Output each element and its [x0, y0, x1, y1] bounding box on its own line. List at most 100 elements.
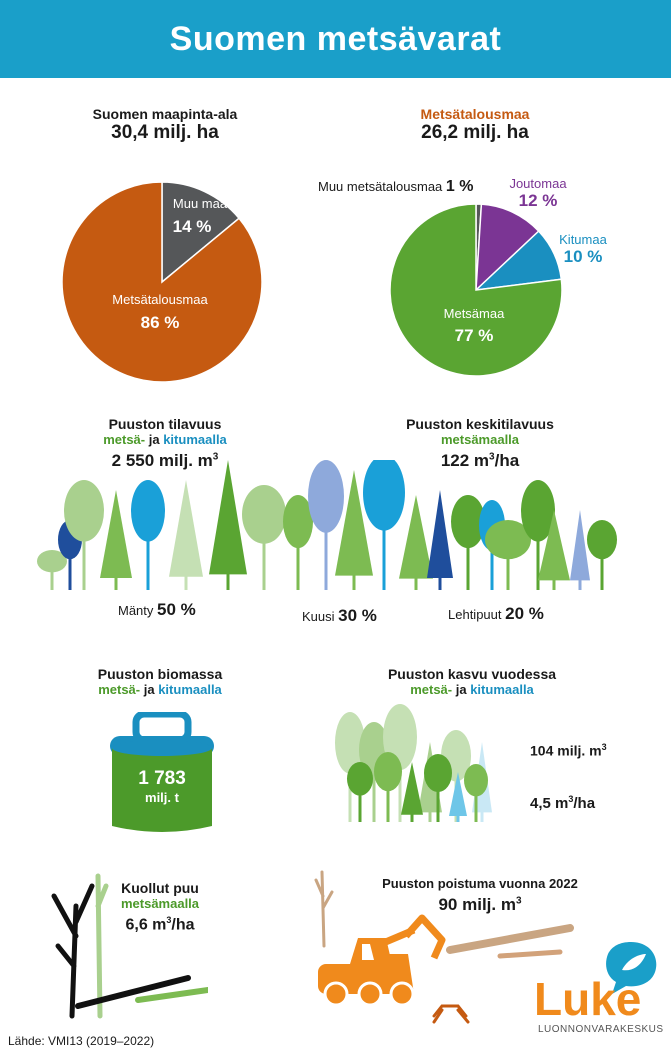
land-area-value: 30,4 milj. ha [111, 122, 219, 143]
slice-label-metsatalousmaa: Metsätalousmaa [112, 292, 208, 307]
land-area-heading: Suomen maapinta-ala 30,4 milj. ha [60, 106, 270, 144]
avg-volume-tail: /ha [494, 451, 520, 470]
avg-volume-title: Puuston keskitilavuus [406, 416, 554, 432]
tree-pine-11 [363, 460, 405, 590]
legend-joutomaa: Joutomaa 12 % [498, 176, 578, 211]
volume-sub-mid: ja [145, 432, 164, 447]
growth-per-ha-sup: 3 [568, 794, 574, 804]
deadwood-value: 6,6 m [125, 916, 167, 934]
luke-logo-subtitle: LUONNONVARAKESKUS [538, 1024, 664, 1035]
label-muu-metsatalousmaa: Muu metsätalousmaa [318, 179, 443, 194]
avg-volume-value: 122 m [440, 451, 490, 470]
biomass-weight-icon [110, 712, 214, 832]
volume-value: 2 550 milj. m [111, 451, 213, 470]
volume-sub-blue: kitumaalla [163, 432, 227, 447]
species-spruce-name: Kuusi [302, 609, 335, 624]
growth-sub-mid: ja [452, 682, 471, 697]
deadwood-illustration [51, 873, 208, 1019]
growth-per-ha-tail: /ha [573, 795, 596, 812]
percent-joutomaa: 12 % [518, 191, 558, 210]
tree-spruce-10 [449, 772, 467, 822]
drain-title: Puuston poistuma vuonna 2022 [382, 876, 578, 891]
biomass-title: Puuston biomassa [97, 666, 223, 682]
percent-kitumaa: 10 % [563, 247, 603, 266]
deadwood-title: Kuollut puu [121, 880, 199, 896]
biomass-sub-green: metsä- [98, 682, 141, 697]
header-bar: Suomen metsävarat [0, 0, 671, 78]
slice-percent-metsatalousmaa: 86 % [141, 313, 180, 332]
avg-volume-block: Puuston keskitilavuus metsämaalla 122 m3… [380, 416, 580, 471]
biomass-unit: milj. t [145, 790, 179, 805]
volume-title: Puuston tilavuus [108, 416, 222, 432]
avg-volume-sup: 3 [489, 451, 495, 463]
growth-total: 104 milj. m3 [530, 742, 607, 759]
tree-spruce-18 [538, 510, 570, 590]
forestry-land-title: Metsätalousmaa [420, 106, 530, 122]
forestry-land-pie: Metsämaa 77 % [389, 203, 563, 377]
drain-block: Puuston poistuma vuonna 2022 90 milj. m3 [360, 876, 600, 915]
volume-value-sup: 3 [212, 451, 219, 463]
biomass-value-block: 1 783 milj. t [108, 768, 216, 805]
tree-spruce-5 [169, 480, 203, 590]
forestry-land-slice-1 [475, 203, 540, 292]
legend-kitumaa: Kitumaa 10 % [548, 232, 618, 267]
forestry-land-slice-3 [389, 203, 563, 377]
drain-sup: 3 [515, 895, 522, 907]
tree-spruce-3 [100, 490, 132, 590]
growth-sub-blue: kitumaalla [470, 682, 534, 697]
volume-block: Puuston tilavuus metsä- ja kitumaalla 2 … [60, 416, 270, 471]
biomass-sub-blue: kitumaalla [158, 682, 222, 697]
tree-broad-16 [485, 520, 531, 590]
label-kitumaa: Kitumaa [559, 232, 607, 247]
percent-muu-metsatalousmaa: 1 % [445, 178, 474, 195]
biomass-block: Puuston biomassa metsä- ja kitumaalla [60, 666, 260, 697]
species-pine-name: Mänty [118, 603, 154, 618]
page-title: Suomen metsävarat [169, 19, 502, 58]
tree-pine-20 [587, 520, 617, 590]
tree-pine-4 [131, 480, 165, 590]
avg-volume-sub: metsämaalla [440, 432, 520, 447]
tree-spruce-8 [401, 762, 423, 822]
species-broadleaf-name: Lehtipuut [448, 607, 502, 622]
tree-pine-0 [335, 712, 365, 822]
tree-pine-9 [308, 460, 344, 590]
slice-label-metsamaa: Metsämaa [444, 306, 505, 321]
tree-pine-9 [424, 754, 452, 822]
growth-total-value: 104 milj. m [530, 742, 602, 759]
land-area-title: Suomen maapinta-ala [92, 106, 238, 122]
biomass-value: 1 783 [138, 768, 186, 789]
source-note: Lähde: VMI13 (2019–2022) [8, 1034, 155, 1048]
forestry-land-heading: Metsätalousmaa 26,2 milj. ha [365, 106, 585, 144]
volume-sub-green: metsä- [103, 432, 146, 447]
tree-broad-0 [37, 550, 67, 590]
tree-pine-17 [521, 480, 555, 590]
land-area-pie: Muu maa 14 % Metsätalousmaa 86 % [61, 181, 263, 383]
tree-spruce-10 [335, 470, 373, 590]
growth-forest-illustration [335, 704, 492, 822]
tree-pine-6 [347, 762, 373, 822]
growth-per-ha-value: 4,5 m [530, 795, 569, 812]
tree-pine-8 [283, 495, 313, 590]
deadwood-tail: /ha [171, 916, 195, 934]
growth-total-sup: 3 [601, 742, 607, 752]
forest-illustration [37, 460, 617, 590]
deadwood-block: Kuollut puu metsämaalla 6,6 m3/ha [110, 880, 210, 934]
species-spruce-percent: 30 % [338, 606, 377, 625]
species-pine-percent: 50 % [157, 600, 196, 619]
tree-pine-14 [451, 495, 485, 590]
species-broadleaf-percent: 20 % [505, 604, 544, 623]
slice-percent-muu-maa: 14 % [173, 217, 212, 236]
tree-spruce-13 [427, 490, 453, 590]
tree-pine-11 [464, 764, 488, 822]
label-joutomaa: Joutomaa [509, 176, 567, 191]
growth-block: Puuston kasvu vuodessa metsä- ja kitumaa… [362, 666, 582, 697]
deadwood-sup: 3 [166, 915, 172, 925]
forestry-land-value: 26,2 milj. ha [421, 122, 529, 143]
growth-per-ha: 4,5 m3/ha [530, 794, 595, 812]
legend-muu-metsatalousmaa: Muu metsätalousmaa 1 % [318, 178, 473, 196]
growth-title: Puuston kasvu vuodessa [387, 666, 557, 682]
growth-sub-green: metsä- [410, 682, 453, 697]
tree-broad-2 [64, 480, 104, 590]
deadwood-sub: metsämaalla [120, 896, 200, 911]
luke-leaf-icon [606, 942, 657, 994]
